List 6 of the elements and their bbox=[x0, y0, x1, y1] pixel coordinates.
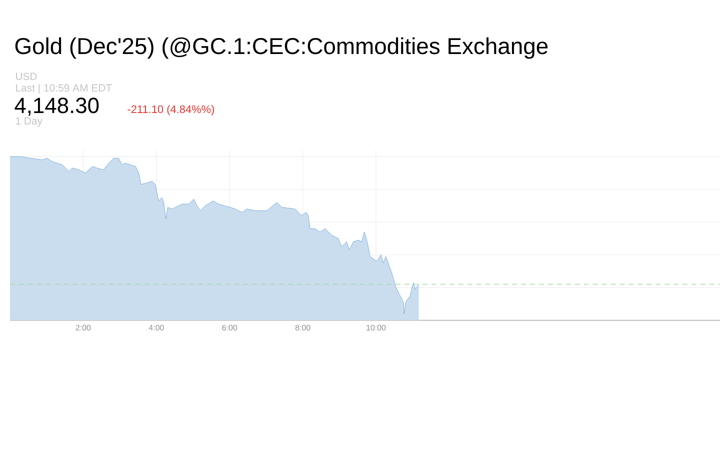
chart-title: Gold (Dec'25) (@GC.1:CEC:Commodities Exchange bbox=[15, 37, 548, 59]
text: -211.10 (4.84%%) bbox=[128, 105, 214, 116]
text: 1 Day bbox=[16, 117, 42, 127]
text: 4,148.30 bbox=[14, 98, 99, 116]
text: Last | 10:59 AM EDT bbox=[16, 84, 112, 94]
text: USD bbox=[16, 72, 37, 80]
